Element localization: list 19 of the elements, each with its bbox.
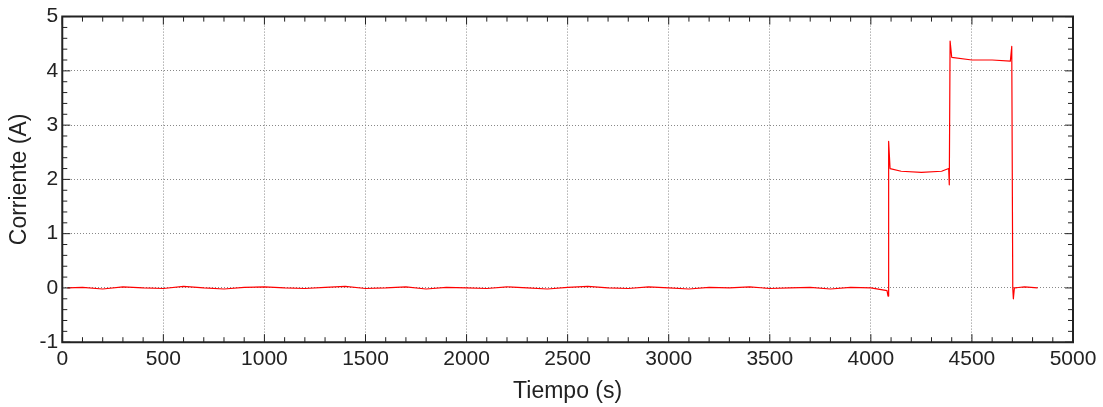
y-tick-label: -1 <box>39 329 59 352</box>
x-tick-label: 4500 <box>948 345 996 369</box>
y-tick-label: 0 <box>46 274 59 298</box>
x-axis-title: Tiempo (s) <box>513 376 623 403</box>
x-tick-label: 500 <box>145 345 181 369</box>
x-tick-label: 5000 <box>1049 345 1097 369</box>
y-tick-label: 5 <box>46 3 59 27</box>
x-tick-label: 1000 <box>241 345 288 369</box>
x-tick-label: 2500 <box>544 345 591 369</box>
y-tick-label: 4 <box>46 57 59 81</box>
x-tick-label: 3500 <box>746 345 794 369</box>
x-tick-label: 2000 <box>443 345 490 369</box>
y-tick-label: 2 <box>46 166 59 190</box>
y-tick-label: 1 <box>46 220 59 244</box>
x-tick-label: 4000 <box>847 345 895 369</box>
x-tick-label: 3000 <box>645 345 693 369</box>
y-tick-label: 3 <box>46 111 59 135</box>
x-tick-label: 1500 <box>342 345 389 369</box>
y-axis-title: Corriente (A) <box>5 113 32 246</box>
